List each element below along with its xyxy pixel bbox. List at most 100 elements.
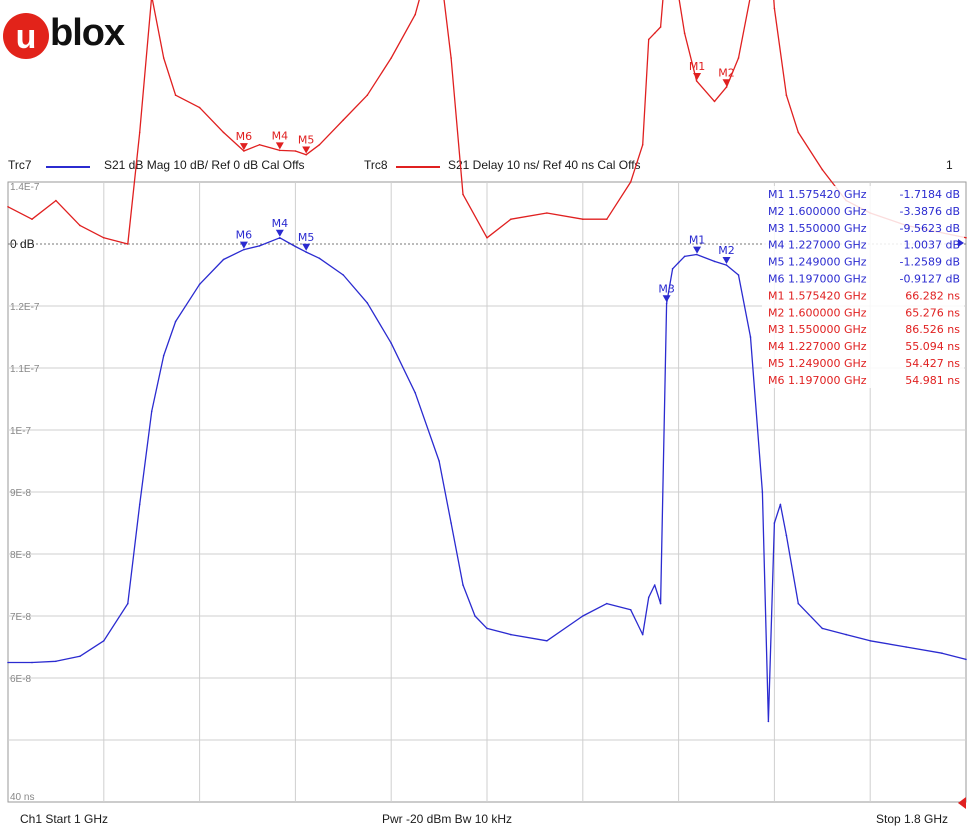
data-point-trc7 [305,251,308,253]
data-point-trc7 [79,655,81,658]
ref-arrow-trc8 [958,797,966,809]
data-point-trc8 [462,193,464,196]
data-point-trc7 [797,602,800,605]
data-point-trc8 [647,38,650,41]
readout-id: M4 [768,239,785,252]
ublox-logo: u blox [2,6,162,62]
power-bandwidth: Pwr -20 dBm Bw 10 kHz [382,812,513,826]
data-point-trc8 [737,57,740,59]
data-point-trc7 [641,633,644,636]
readout-frequency: 1.249000 GHz [788,256,867,269]
readout-value: -3.3876 dB [900,205,960,218]
y-tick-label: 8E-8 [10,550,32,561]
data-point-trc8 [198,106,201,109]
y-tick-label: 1.2E-7 [10,302,40,313]
data-point-trc7 [486,627,488,630]
data-point-trc7 [474,615,476,617]
data-point-trc8 [243,150,245,152]
data-point-trc7 [767,720,770,723]
data-point-trc8 [342,119,345,121]
trc7-desc: S21 dB Mag 10 dB/ Ref 0 dB Cal Offs [104,158,305,172]
marker-triangle-m2 [722,257,731,265]
readout-value: 66.282 ns [905,289,960,302]
y-tick-label: 40 ns [10,792,34,803]
data-point-trc7 [174,320,177,323]
y-tick-label: 1.4E-7 [10,182,40,193]
marker-label-m3: M3 [658,282,675,295]
data-point-trc7 [294,245,297,248]
readout-id: M2 [768,205,785,218]
readout-frequency: 1.197000 GHz [788,273,867,286]
data-point-trc7 [127,602,129,605]
data-point-trc7 [941,652,943,654]
data-point-trc7 [318,257,321,260]
data-point-trc8 [366,94,369,96]
data-point-trc8 [79,224,81,227]
readout-background [762,186,964,388]
data-point-trc8 [318,144,321,146]
marker-triangle-m1 [693,246,702,254]
data-point-trc7 [414,392,417,394]
data-point-trc8 [305,153,308,156]
readout-id: M5 [768,256,785,269]
logo-text: blox [50,12,125,54]
data-point-trc7 [462,584,464,586]
data-point-trc7 [965,658,967,661]
data-point-trc8 [821,168,824,171]
readout-frequency: 1.550000 GHz [788,323,867,336]
readout-frequency: 1.600000 GHz [788,306,867,319]
y-tick-label: 0 dB [10,237,35,251]
data-point-trc7 [258,245,261,247]
data-point-trc8 [258,144,261,146]
data-point-trc8 [606,218,608,220]
readout-value: 54.427 ns [905,357,960,370]
marker-label-m4: M4 [272,129,289,142]
data-point-trc7 [821,627,824,630]
marker-triangle-m5 [302,243,311,251]
readout-id: M6 [768,273,785,286]
readout-value: 65.276 ns [905,306,960,319]
readout-id: M6 [768,374,785,387]
readout-frequency: 1.550000 GHz [788,222,867,235]
data-point-trc7 [243,248,245,251]
data-point-trc7 [198,283,201,286]
data-point-trc8 [31,218,33,220]
start-frequency: Ch1 Start 1 GHz [20,812,109,826]
data-point-trc8 [713,100,716,103]
readout-value: 54.981 ns [905,374,960,387]
marker-label-m6: M6 [236,130,253,143]
data-point-trc7 [138,503,141,506]
marker-label-m2: M2 [718,66,735,79]
y-tick-label: 7E-8 [10,612,32,623]
data-point-trc7 [510,633,512,636]
marker-label-m1: M1 [689,60,706,73]
data-point-trc7 [546,640,548,642]
data-point-trc7 [279,237,281,239]
data-point-trc8 [127,243,129,245]
data-point-trc8 [641,144,644,146]
data-point-trc7 [737,274,740,276]
data-point-trc7 [785,534,788,537]
readout-id: M3 [768,222,785,235]
marker-triangle-m3 [662,295,671,303]
readout-id: M3 [768,323,785,336]
data-point-trc8 [659,26,662,28]
data-point-trc8 [174,94,177,96]
data-point-trc8 [773,7,776,10]
data-point-trc8 [390,57,393,59]
data-point-trc7 [653,584,656,586]
sweep-footer: Ch1 Start 1 GHz Pwr -20 dBm Bw 10 kHz St… [0,812,970,830]
data-point-trc7 [695,253,698,256]
marker-label-m5: M5 [298,134,315,147]
data-point-trc8 [695,80,698,82]
readout-frequency: 1.600000 GHz [788,205,867,218]
y-tick-label: 6E-8 [10,674,32,685]
chart-markers: M1M2M3M4M5M6M1M2M3M4M5M6 [236,60,735,303]
ublox-logo-mark: u [3,13,49,59]
readout-value: 1.0037 dB [903,239,960,252]
trc8-legend-line [396,166,440,168]
data-point-trc7 [659,602,662,605]
data-point-trc7 [629,609,632,611]
